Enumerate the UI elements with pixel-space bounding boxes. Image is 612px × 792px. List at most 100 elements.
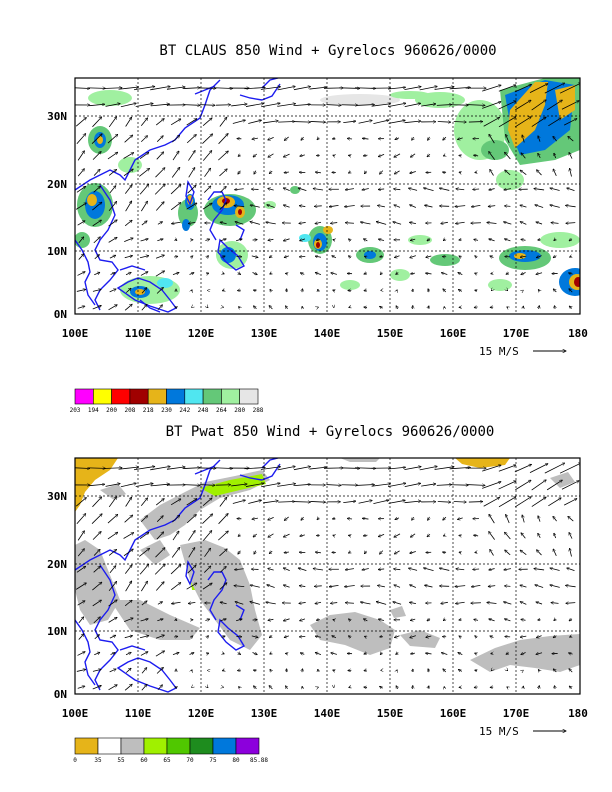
wind-vector-arrow xyxy=(489,514,495,524)
wind-vector-arrow xyxy=(204,548,210,557)
wind-vector-arrow xyxy=(330,223,338,224)
wind-vector-arrow xyxy=(345,603,354,604)
colorbar-swatch xyxy=(120,737,145,755)
wind-vector-arrow xyxy=(364,290,367,291)
wind-vector-arrow xyxy=(283,585,290,588)
wind-vector-arrow xyxy=(172,531,179,541)
colorbar-label: 80 xyxy=(232,757,240,764)
wind-vector-arrow xyxy=(252,518,258,519)
wind-vector-arrow xyxy=(550,188,560,191)
wind-vector-arrow xyxy=(171,167,180,178)
wind-vector-arrow xyxy=(118,467,139,470)
wind-vector-arrow xyxy=(404,87,421,91)
wind-vector-arrow xyxy=(109,566,116,574)
wind-vector-arrow xyxy=(268,619,274,620)
wind-vector-arrow xyxy=(394,256,400,258)
wind-vector-arrow xyxy=(313,188,324,190)
wind-vector-arrow xyxy=(77,601,85,606)
lon-label: 160E xyxy=(440,707,467,720)
wind-vector-arrow xyxy=(443,239,445,241)
lon-label: 170E xyxy=(503,327,530,340)
wind-vector-arrow xyxy=(108,201,117,212)
wind-vector-arrow xyxy=(412,137,414,140)
wind-vector-arrow xyxy=(188,602,196,603)
wind-vector-arrow xyxy=(427,154,430,156)
wind-vector-arrow xyxy=(107,134,118,144)
wind-vector-arrow xyxy=(529,84,548,93)
wind-vector-arrow xyxy=(409,602,417,603)
wind-vector-arrow xyxy=(261,103,280,108)
wind-vector-arrow xyxy=(92,600,102,607)
wind-vector-arrow xyxy=(522,515,525,523)
wind-vector-arrow xyxy=(140,201,147,212)
wind-vector-arrow xyxy=(474,155,479,156)
wind-vector-arrow xyxy=(393,222,402,225)
wind-vector-arrow xyxy=(434,87,454,90)
wind-vector-arrow xyxy=(76,186,86,193)
wind-vector-arrow xyxy=(77,272,86,276)
wind-vector-arrow xyxy=(456,602,465,603)
wind-vector-arrow xyxy=(118,87,139,90)
wind-vector-arrow xyxy=(156,667,163,674)
wind-vector-arrow xyxy=(348,172,350,173)
wind-vector-arrow xyxy=(364,273,367,274)
wind-vector-arrow xyxy=(332,518,335,519)
wind-vector-arrow xyxy=(483,117,500,127)
wind-vector-arrow xyxy=(270,669,271,671)
wind-vector-arrow xyxy=(505,550,511,556)
wind-vector-arrow xyxy=(522,135,525,143)
wind-vector-arrow xyxy=(426,256,432,257)
wind-vector-arrow xyxy=(157,685,163,691)
wind-vector-arrow xyxy=(155,635,164,639)
wind-vector-arrow xyxy=(94,634,100,640)
wind-vector-arrow xyxy=(284,136,289,140)
wind-vector-arrow xyxy=(300,653,305,655)
wind-vector-arrow xyxy=(458,652,463,654)
lon-label: 120E xyxy=(188,327,215,340)
wind-vector-arrow xyxy=(171,602,181,603)
wind-vector-arrow xyxy=(155,582,164,591)
wind-vector-arrow xyxy=(387,103,406,108)
wind-vector-arrow xyxy=(218,134,229,145)
wind-vector-arrow xyxy=(123,549,133,557)
wind-vector-arrow xyxy=(125,581,132,592)
wind-vector-arrow xyxy=(189,653,195,655)
wind-vector-arrow xyxy=(141,288,147,294)
wind-vector-arrow xyxy=(358,120,373,124)
wind-vector-arrow xyxy=(150,466,170,471)
wind-vector-arrow xyxy=(315,636,322,637)
wind-vector-arrow xyxy=(443,136,447,140)
wind-vector-arrow xyxy=(397,670,398,671)
wind-vector-arrow xyxy=(298,568,307,571)
wind-vector-arrow xyxy=(441,602,448,603)
wind-vector-arrow xyxy=(569,686,572,688)
wind-vector-arrow xyxy=(531,100,547,111)
colorbar-claus: 203 194 200 208 218 230 242 248 264 280 288 xyxy=(70,388,264,414)
wind-vector-arrow xyxy=(293,502,311,503)
wind-vector-arrow xyxy=(139,548,149,557)
wind-vector-arrow xyxy=(232,120,246,124)
wind-vector-arrow xyxy=(362,518,369,519)
wind-vector-arrow xyxy=(388,467,405,470)
wind-vector-arrow xyxy=(343,121,356,123)
wind-vector-arrow xyxy=(410,533,416,537)
wind-vector-arrow xyxy=(120,483,137,488)
wind-vector-arrow xyxy=(474,535,479,536)
wind-vector-arrow xyxy=(108,220,118,227)
wind-vector-arrow xyxy=(570,636,572,637)
wind-vector-arrow xyxy=(455,206,466,207)
colorbar-label: 75 xyxy=(209,757,217,764)
wind-vector-arrow xyxy=(428,669,429,673)
wind-vector-arrow xyxy=(378,569,385,570)
panel-title-claus: BT CLAUS 850 Wind + Gyrelocs 960626/0000 xyxy=(159,43,496,59)
wind-vector-arrow xyxy=(140,118,147,127)
wind-vector-arrow xyxy=(425,205,433,208)
wind-vector-arrow xyxy=(77,169,84,177)
reference-vector-label: 15 M/S xyxy=(479,345,519,358)
wind-vector-arrow xyxy=(428,686,429,689)
lon-label: 180 xyxy=(568,327,588,340)
wind-vector-arrow xyxy=(459,256,461,258)
wind-vector-arrow xyxy=(565,205,576,206)
wind-vector-arrow xyxy=(253,153,258,157)
wind-vector-arrow xyxy=(457,518,463,520)
